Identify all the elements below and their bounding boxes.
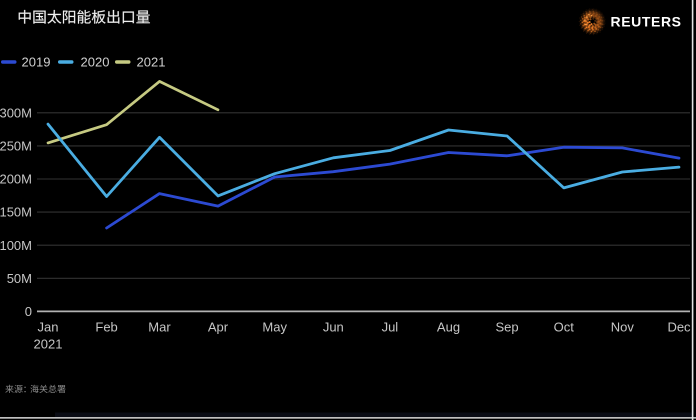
svg-text:2021: 2021 xyxy=(34,337,63,352)
svg-text:Jul: Jul xyxy=(382,320,399,335)
svg-text:Jun: Jun xyxy=(323,320,344,335)
svg-text:250M: 250M xyxy=(0,139,32,154)
svg-text:Apr: Apr xyxy=(208,320,229,335)
svg-text:REUTERS: REUTERS xyxy=(611,14,682,30)
svg-text:Dec: Dec xyxy=(667,320,691,335)
svg-text:2019: 2019 xyxy=(22,55,51,70)
svg-text:Oct: Oct xyxy=(554,320,575,335)
svg-text:200M: 200M xyxy=(0,172,32,187)
svg-text:2021: 2021 xyxy=(137,55,166,70)
svg-text:0: 0 xyxy=(25,304,32,319)
svg-text:100M: 100M xyxy=(0,238,32,253)
svg-text:150M: 150M xyxy=(0,205,32,220)
svg-text:300M: 300M xyxy=(0,105,32,120)
svg-text:Sep: Sep xyxy=(496,320,519,335)
svg-text:Aug: Aug xyxy=(437,320,460,335)
svg-text:May: May xyxy=(262,320,287,335)
svg-text:2020: 2020 xyxy=(81,55,110,70)
svg-text:Mar: Mar xyxy=(148,320,171,335)
svg-text:50M: 50M xyxy=(7,271,32,286)
svg-text:Nov: Nov xyxy=(611,320,635,335)
svg-text:Feb: Feb xyxy=(95,320,117,335)
svg-text:Jan: Jan xyxy=(38,320,59,335)
